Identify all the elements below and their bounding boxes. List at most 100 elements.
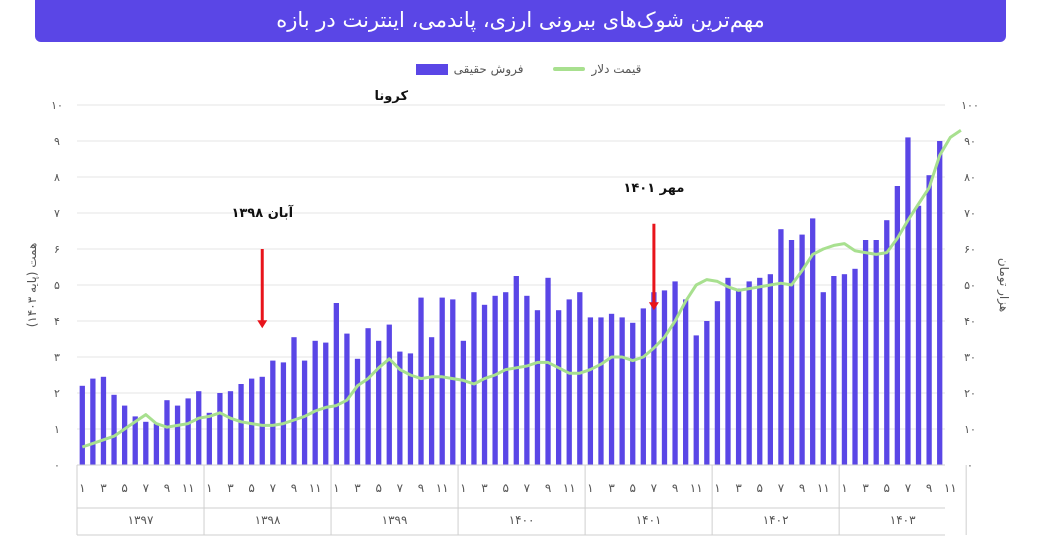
bar [555,310,562,465]
bar [354,358,361,465]
bar [397,351,403,465]
legend-label-sales: فروش حقیقی [453,62,524,76]
bar [450,299,456,465]
annotation-arrowhead [257,320,268,329]
bar [132,416,138,465]
bar [333,303,339,465]
legend-item-sales: فروش حقیقی [415,62,524,76]
x-month-label: ۱ [79,481,85,495]
bar [270,360,276,465]
x-month-label: ۹ [545,481,551,495]
bar [503,292,509,465]
legend-swatch-bar [415,63,448,75]
legend-item-price: قیمت دلار [553,62,641,76]
x-month-label: ۱ [714,481,720,495]
y-right-tick-label: ۶۰ [964,243,976,256]
x-year-label: ۱۴۰۳ [890,513,916,527]
x-month-label: ۹ [418,481,424,495]
x-month-label: ۹ [291,481,297,495]
bar [174,405,181,465]
bar [767,274,773,465]
x-month-label: ۳ [481,481,488,495]
x-month-label: ۷ [651,481,658,495]
x-month-label: ۷ [524,481,531,495]
y-left-tick-label: ۱۰ [51,99,63,112]
bar [852,268,858,465]
y-left-tick-label: ۷ [54,207,60,220]
x-year-label: ۱۳۹۷ [128,513,154,527]
bar [587,317,594,465]
x-month-label: ۱۱ [944,481,957,495]
y-left-tick-label: ۱ [54,423,60,436]
x-month-label: ۷ [270,481,277,495]
bar [121,405,128,465]
y-right-tick-label: ۲۰ [964,387,976,400]
y-right-tick-label: ۴۰ [964,315,976,328]
x-month-label: ۳ [862,481,869,495]
y-left-tick-label: ۰ [54,459,60,472]
x-month-label: ۱۱ [817,481,830,495]
annotation-label: کرونا [375,89,409,104]
annotation-label: مهر ۱۴۰۱ [623,181,684,196]
chart-legend: قیمت دلار فروش حقیقی [0,60,1057,78]
y-right-tick-label: ۰ [967,459,973,472]
x-month-label: ۳ [100,481,107,495]
x-month-label: ۳ [608,481,615,495]
y-left-tick-label: ۳ [54,351,60,364]
bar [831,276,837,465]
x-month-label: ۹ [672,481,678,495]
bar [608,313,615,465]
bar [534,310,541,465]
x-month-label: ۱۱ [690,481,703,495]
x-month-label: ۱۱ [563,481,576,495]
x-month-label: ۳ [227,481,234,495]
bar [428,337,435,465]
bar [524,295,530,465]
bar [153,423,160,465]
price-line [81,128,962,449]
y-left-tick-label: ۲ [54,387,60,400]
y-right-tick-label: ۷۰ [964,207,976,220]
y-left-tick-label: ۶ [54,243,60,256]
x-month-label: ۵ [757,481,763,495]
x-month-label: ۱ [587,481,593,495]
x-month-label: ۱۱ [182,481,195,495]
bar [640,308,646,465]
bar [291,337,297,465]
x-month-label: ۱۱ [436,481,449,495]
bar [301,360,308,465]
bar [323,342,329,465]
x-year-label: ۱۴۰۲ [763,513,789,527]
x-month-label: ۱۱ [309,481,322,495]
bar [460,340,467,465]
bar [862,240,869,465]
bar [915,205,922,466]
x-year-label: ۱۳۹۹ [382,513,408,527]
x-month-label: ۳ [735,481,742,495]
x-month-label: ۹ [799,481,805,495]
bar [598,317,604,465]
bar [672,281,678,465]
x-month-label: ۷ [905,481,912,495]
x-year-label: ۱۳۹۸ [255,513,281,527]
bar [238,384,244,465]
bar [905,137,911,465]
y-right-tick-label: ۸۰ [964,171,976,184]
bar [778,229,784,465]
y-left-axis-title: همت (پایه ۱۴۰۳) [25,243,39,328]
annotation-arrowhead [648,302,659,311]
x-month-label: ۱ [460,481,466,495]
bar [735,288,742,465]
bar [376,340,382,465]
x-month-label: ۱ [333,481,339,495]
bar [111,394,117,465]
y-left-tick-label: ۴ [54,315,60,328]
bar [661,290,668,465]
x-month-label: ۷ [778,481,785,495]
bar [407,353,414,465]
x-month-label: ۵ [884,481,890,495]
bar [471,292,477,465]
bar [820,292,826,465]
bar [884,220,890,465]
bar [481,304,488,465]
